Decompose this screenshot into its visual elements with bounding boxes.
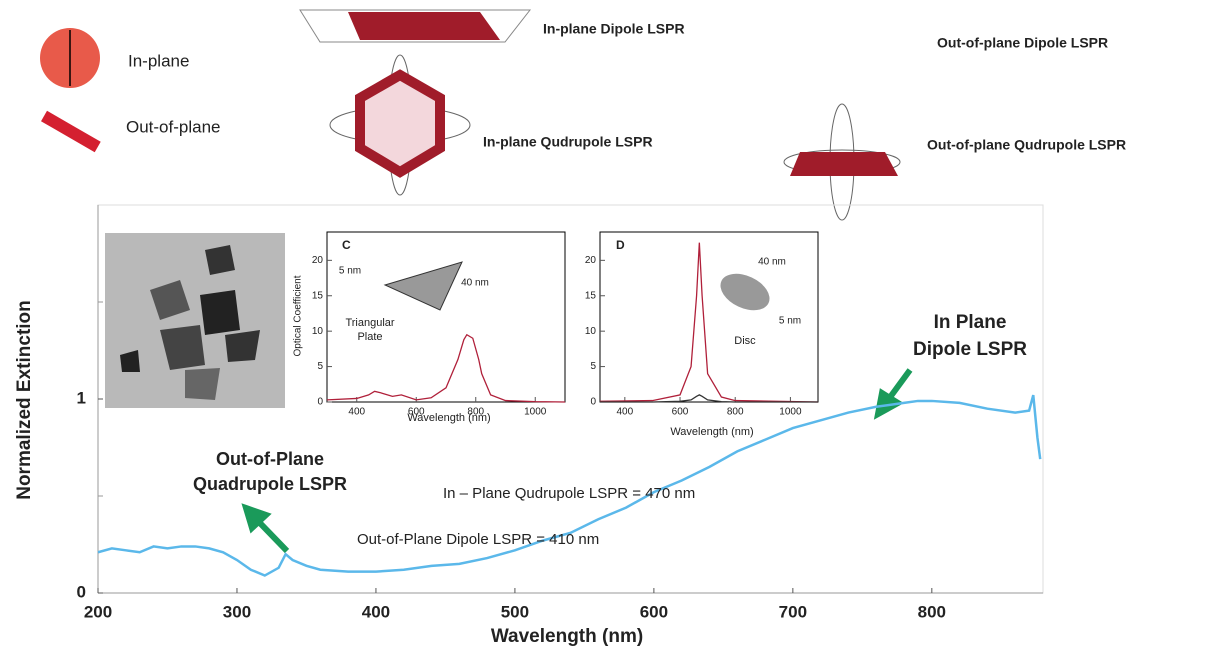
y-tick-label: 15 xyxy=(585,290,597,301)
y-tick-label: 0 xyxy=(77,582,86,601)
y-tick-label: 5 xyxy=(317,361,323,372)
x-tick-label: 300 xyxy=(223,602,251,621)
annotation: 40 nm xyxy=(461,278,489,289)
annotation: 5 nm xyxy=(339,266,361,277)
x-tick-label: 600 xyxy=(672,407,689,418)
annotation: In – Plane Qudrupole LSPR = 470 nm xyxy=(443,485,695,502)
particle xyxy=(205,245,235,275)
label: Out-of-plane Qudrupole LSPR xyxy=(927,137,1126,153)
panel-label: D xyxy=(616,238,625,252)
x-tick-label: 400 xyxy=(362,602,390,621)
label: Out-of-plane xyxy=(126,117,221,136)
x-axis-label: Wavelength (nm) xyxy=(491,626,643,647)
plate-fill xyxy=(348,12,500,40)
panel-label: C xyxy=(342,238,351,252)
y-tick-label: 1 xyxy=(77,388,86,407)
x-tick-label: 400 xyxy=(616,407,633,418)
x-tick-label: 500 xyxy=(501,602,529,621)
x-tick-label: 200 xyxy=(84,602,112,621)
x-tick-label: 1000 xyxy=(779,407,802,418)
chart: 400 600 800 1000 0 5 10 15 20 Wavelength (nm) D 40 … xyxy=(585,232,818,438)
y-tick-label: 5 xyxy=(590,361,596,372)
y-tick-label: 10 xyxy=(585,326,597,337)
particle xyxy=(200,290,240,335)
y-tick-label: 10 xyxy=(312,326,324,337)
x-axis-label: Wavelength (nm) xyxy=(407,412,490,424)
annotation: 40 nm xyxy=(758,257,786,268)
page: In-plane Out-of-plane In-plane Dipole LS… xyxy=(0,0,1212,654)
plate xyxy=(790,152,898,176)
y-tick-label: 20 xyxy=(312,255,324,266)
annotation: Out-of-Plane xyxy=(216,449,324,469)
x-tick-label: 800 xyxy=(918,602,946,621)
annotation: Quadrupole LSPR xyxy=(193,474,347,494)
x-axis-label: Wavelength (nm) xyxy=(670,426,753,438)
annotation: Dipole LSPR xyxy=(913,339,1027,360)
particle xyxy=(225,330,260,362)
y-tick-label: 0 xyxy=(317,397,323,408)
particle xyxy=(185,368,220,400)
y-tick-label: 15 xyxy=(312,290,324,301)
annotation: Triangular xyxy=(345,317,394,329)
figure: In-plane Out-of-plane In-plane Dipole LS… xyxy=(0,0,1212,654)
annotation: In Plane xyxy=(934,312,1007,333)
annotation: 5 nm xyxy=(779,316,801,327)
y-axis-label: Optical Coefficient xyxy=(293,275,304,356)
y-tick-label: 0 xyxy=(590,397,596,408)
disc-edge-icon xyxy=(41,111,101,152)
annotation: Disc xyxy=(734,335,756,347)
y-axis-label: Normalized Extinction xyxy=(14,300,35,500)
y-tick-label: 20 xyxy=(585,255,597,266)
x-tick-label: 600 xyxy=(640,602,668,621)
annotation: Plate xyxy=(357,331,382,343)
tem-image xyxy=(105,233,285,408)
x-tick-label: 1000 xyxy=(524,407,547,418)
label: In-plane xyxy=(128,51,189,70)
x-tick-label: 700 xyxy=(779,602,807,621)
annotation: Out-of-Plane Dipole LSPR = 410 nm xyxy=(357,531,599,548)
label: Out-of-plane Dipole LSPR xyxy=(937,35,1108,51)
x-tick-label: 400 xyxy=(348,407,365,418)
schematic: In-plane Out-of-plane In-plane Dipole LS… xyxy=(40,10,1126,220)
arrow xyxy=(258,521,287,551)
label: In-plane Qudrupole LSPR xyxy=(483,134,653,150)
hexagon xyxy=(360,75,440,172)
x-tick-label: 800 xyxy=(727,407,744,418)
label: In-plane Dipole LSPR xyxy=(543,21,685,37)
